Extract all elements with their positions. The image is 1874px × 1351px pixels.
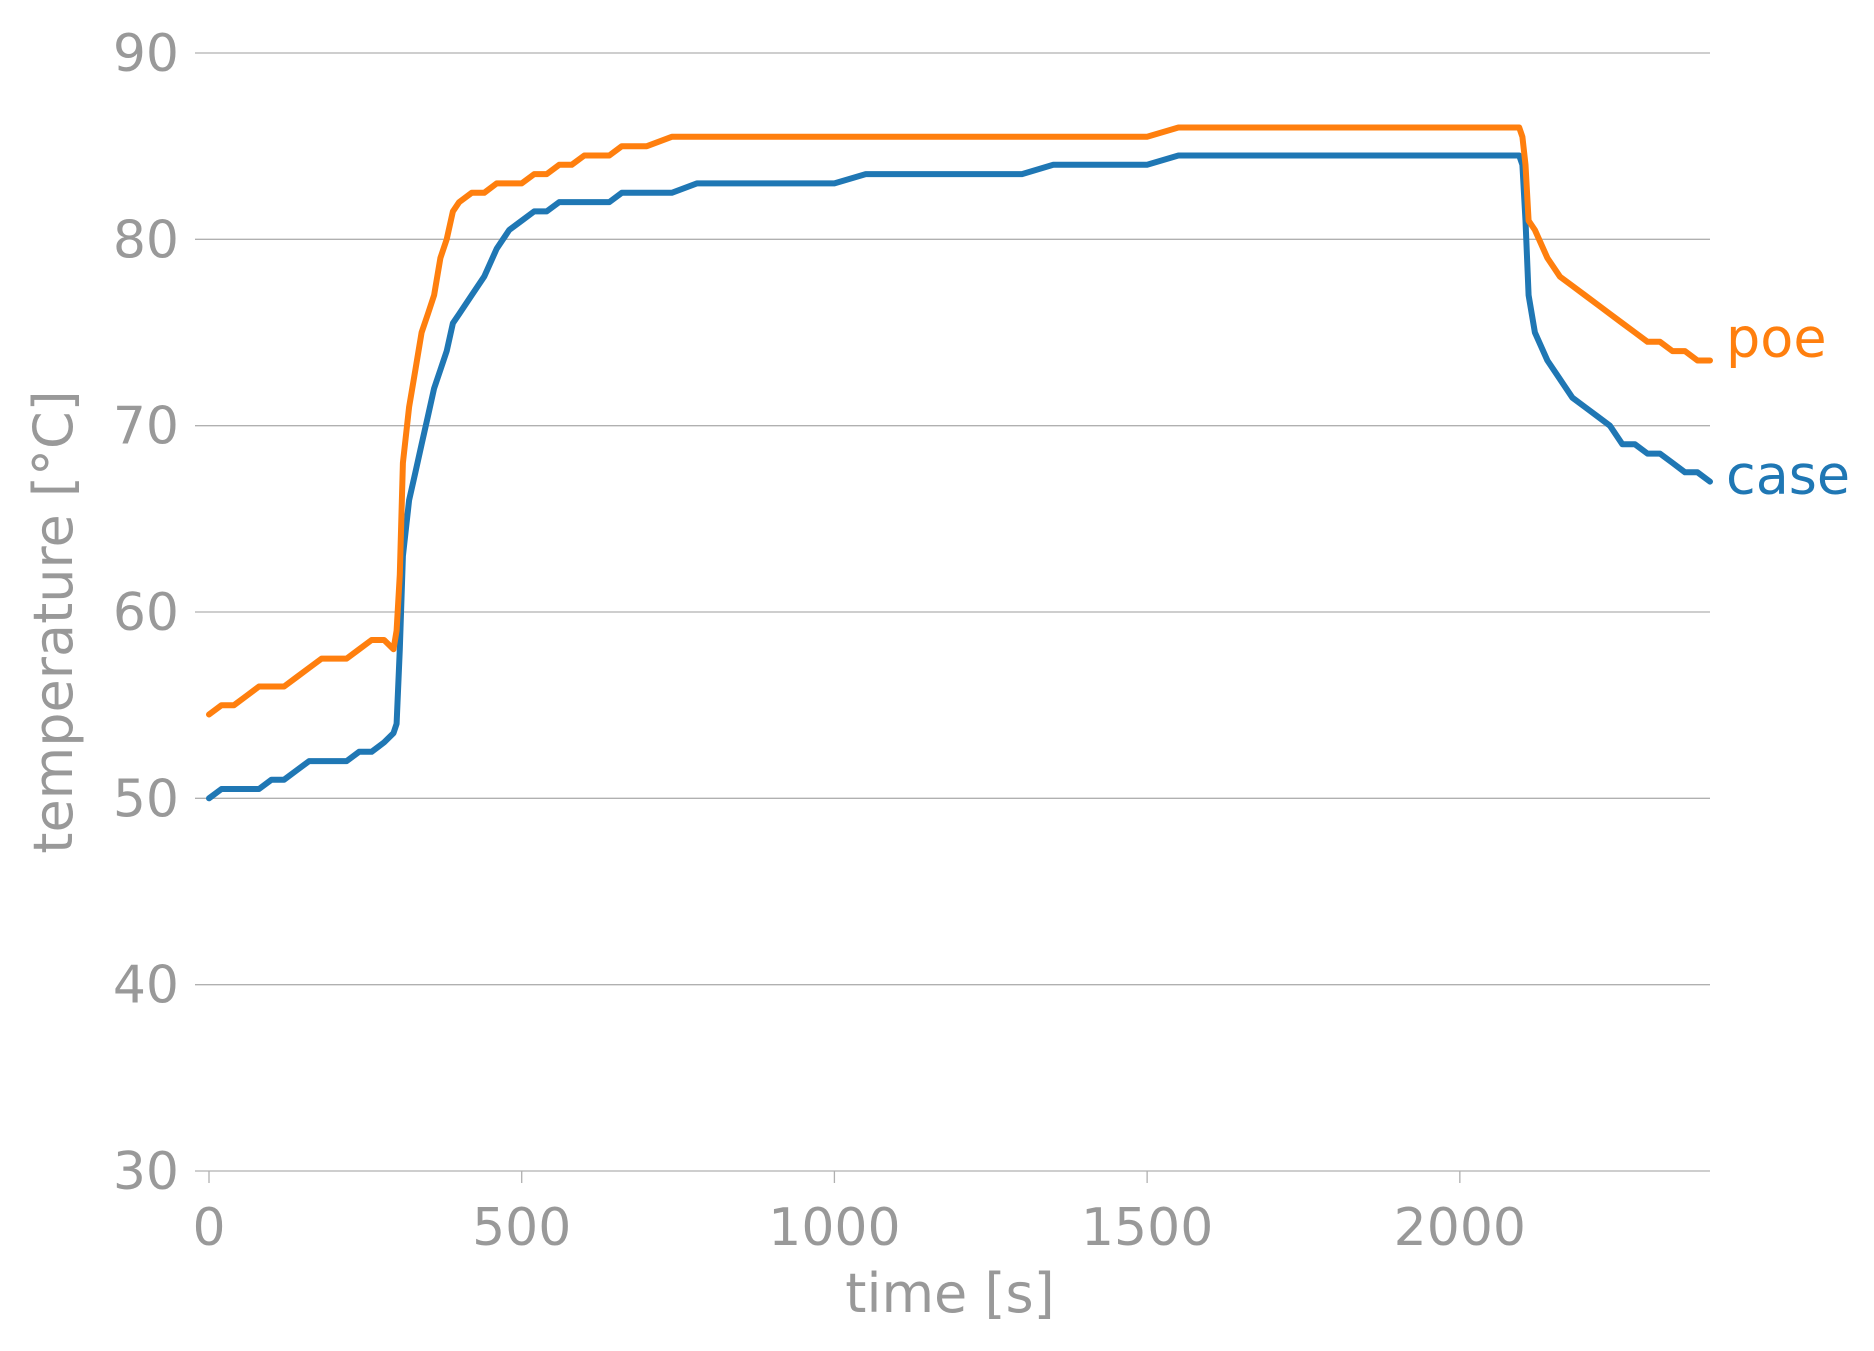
x-tick-label-1500: 1500 (1081, 1198, 1213, 1258)
y-tick-label-70: 70 (113, 397, 179, 457)
x-tick-label-500: 500 (472, 1198, 571, 1258)
grid-lines (195, 52, 1710, 1172)
series-label-case: case (1726, 444, 1850, 507)
y-axis-title: temperature [°C] (22, 390, 85, 853)
x-tick-label-2000: 2000 (1394, 1198, 1526, 1258)
x-tick-label-0: 0 (192, 1198, 225, 1258)
series-lines (206, 124, 1713, 802)
series-line-poe (206, 124, 1713, 718)
x-axis-ticks: 0 500 1000 1500 2000 (192, 1171, 1526, 1258)
y-axis-ticks: 30 40 50 60 70 80 90 (113, 24, 179, 1202)
y-tick-label-60: 60 (113, 583, 179, 643)
y-tick-label-40: 40 (113, 956, 179, 1016)
series-label-poe: poe (1726, 306, 1827, 369)
y-tick-label-90: 90 (113, 24, 179, 84)
y-tick-label-30: 30 (113, 1142, 179, 1202)
series-line-case (206, 152, 1713, 802)
y-tick-label-50: 50 (113, 769, 179, 829)
y-tick-label-80: 80 (113, 210, 179, 270)
x-axis-title: time [s] (845, 1262, 1054, 1325)
series-labels: poe case (1726, 306, 1850, 506)
x-tick-label-1000: 1000 (768, 1198, 900, 1258)
